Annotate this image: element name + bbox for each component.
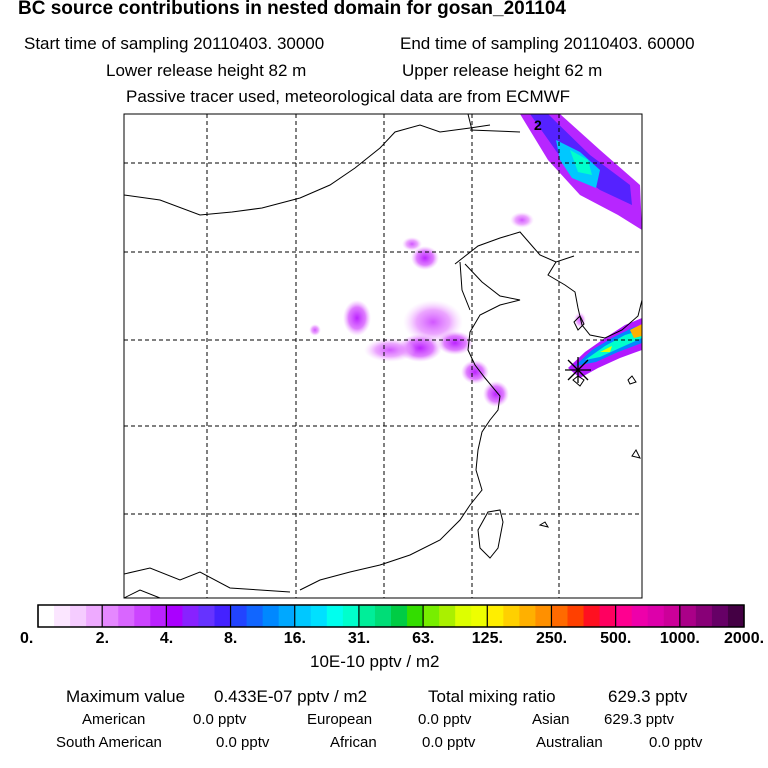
- colorbar-swatch: [166, 605, 183, 627]
- plume-korea-core: [585, 330, 642, 360]
- colorbar-swatch: [310, 605, 328, 627]
- colorbar-frame: [37, 604, 745, 628]
- colorbar-tick-label: 0.: [20, 630, 34, 647]
- receptor-marker: [565, 357, 591, 383]
- colorbar-swatch: [102, 605, 119, 627]
- colorbar-swatch: [663, 605, 681, 627]
- colorbar-swatch: [150, 605, 167, 627]
- colorbar-tick-label: 16.: [283, 630, 306, 647]
- plume-cell: [309, 324, 321, 336]
- plume-cell: [437, 331, 473, 355]
- colorbar-swatch: [198, 605, 215, 627]
- max-value: 0.433E-07 pptv / m2: [214, 687, 368, 706]
- start-time-label: Start time of sampling 20110403. 30000: [24, 34, 325, 53]
- lower-release-height-label: Lower release height 82 m: [106, 61, 307, 80]
- plume-korea-hot2: [600, 346, 612, 352]
- colorbar-unit: 10E-10 pptv / m2: [310, 652, 440, 671]
- max-value-label: Maximum value: [66, 687, 186, 706]
- source-value-european: 0.0 pptv: [418, 711, 472, 728]
- colorbar: [37, 604, 745, 628]
- colorbar-swatch: [342, 605, 360, 627]
- colorbar-swatch: [535, 605, 552, 627]
- source-value-american: 0.0 pptv: [193, 711, 247, 728]
- colorbar-swatch: [246, 605, 264, 627]
- chart-title: BC source contributions in nested domain…: [18, 0, 566, 19]
- colorbar-tick-label: 250.: [535, 630, 568, 647]
- colorbar-swatch: [711, 605, 729, 627]
- colorbar-swatch: [54, 605, 71, 627]
- plume-cell: [510, 212, 534, 228]
- colorbar-swatch: [230, 605, 248, 627]
- source-name-australian: Australian: [536, 734, 603, 751]
- colorbar-swatch: [294, 605, 312, 627]
- colorbar-swatch: [134, 605, 151, 627]
- source-name-african: African: [330, 734, 377, 751]
- colorbar-swatch: [182, 605, 199, 627]
- colorbar-swatch: [487, 605, 504, 627]
- colorbar-swatch: [567, 605, 585, 627]
- source-name-south-american: South American: [56, 734, 162, 751]
- plume-cell: [483, 381, 509, 407]
- colorbar-swatch: [503, 605, 520, 627]
- colorbar-swatch: [583, 605, 601, 627]
- colorbar-tick-label: 63.: [412, 630, 435, 647]
- source-value-australian: 0.0 pptv: [649, 734, 703, 751]
- end-time-label: End time of sampling 20110403. 60000: [400, 34, 695, 53]
- source-name-asian: Asian: [532, 711, 570, 728]
- plume-cell: [574, 312, 586, 328]
- colorbar-swatch: [326, 605, 344, 627]
- colorbar-swatch: [391, 605, 408, 627]
- plume-cell: [402, 237, 422, 251]
- colorbar-swatch: [38, 605, 55, 627]
- contour-label: 2: [534, 117, 542, 133]
- colorbar-swatch: [679, 605, 697, 627]
- colorbar-swatch: [423, 605, 440, 627]
- map-frame: [123, 113, 643, 599]
- colorbar-swatch: [374, 605, 392, 627]
- total-mixing-value: 629.3 pptv: [608, 687, 688, 706]
- colorbar-swatch: [278, 605, 296, 627]
- colorbar-swatch: [519, 605, 536, 627]
- lat-lon-grid: [124, 114, 642, 598]
- colorbar-swatch: [86, 605, 103, 627]
- source-value-asian: 629.3 pptv: [604, 711, 675, 728]
- colorbar-tick-label: 2000.: [724, 630, 765, 647]
- colorbar-swatch: [358, 605, 376, 627]
- colorbar-swatch: [727, 605, 745, 627]
- colorbar-swatch: [647, 605, 665, 627]
- source-name-european: European: [307, 711, 373, 728]
- colorbar-swatch: [615, 605, 633, 627]
- colorbar-tick-label: 4.: [159, 630, 174, 647]
- colorbar-swatch: [471, 605, 488, 627]
- source-name-american: American: [82, 711, 146, 728]
- colorbar-swatch: [214, 605, 232, 627]
- colorbar-swatch: [262, 605, 280, 627]
- colorbar-tick-label: 500.: [600, 630, 632, 647]
- colorbar-swatch: [631, 605, 649, 627]
- colorbar-tick-label: 125.: [471, 630, 503, 647]
- coastlines: [124, 114, 642, 598]
- plume-cell: [364, 338, 416, 362]
- colorbar-swatch: [118, 605, 135, 627]
- plume-cell: [461, 360, 489, 384]
- source-value-african: 0.0 pptv: [422, 734, 476, 751]
- colorbar-swatch: [455, 605, 472, 627]
- source-value-south-american: 0.0 pptv: [216, 734, 270, 751]
- colorbar-tick-label: 2.: [95, 630, 110, 647]
- colorbar-tick-label: 1000.: [659, 630, 700, 647]
- plume-korea-hot: [630, 324, 642, 338]
- total-mixing-label: Total mixing ratio: [428, 687, 556, 706]
- colorbar-tick-label: 8.: [224, 630, 238, 647]
- colorbar-swatch: [439, 605, 456, 627]
- colorbar-swatch: [407, 605, 424, 627]
- colorbar-swatch: [551, 605, 568, 627]
- plume-cell: [343, 300, 371, 336]
- colorbar-swatch: [599, 605, 617, 627]
- colorbar-swatch: [695, 605, 713, 627]
- upper-release-height-label: Upper release height 62 m: [402, 61, 603, 80]
- colorbar-swatch: [70, 605, 87, 627]
- colorbar-tick-label: 31.: [347, 630, 371, 647]
- tracer-info-label: Passive tracer used, meteorological data…: [126, 87, 571, 106]
